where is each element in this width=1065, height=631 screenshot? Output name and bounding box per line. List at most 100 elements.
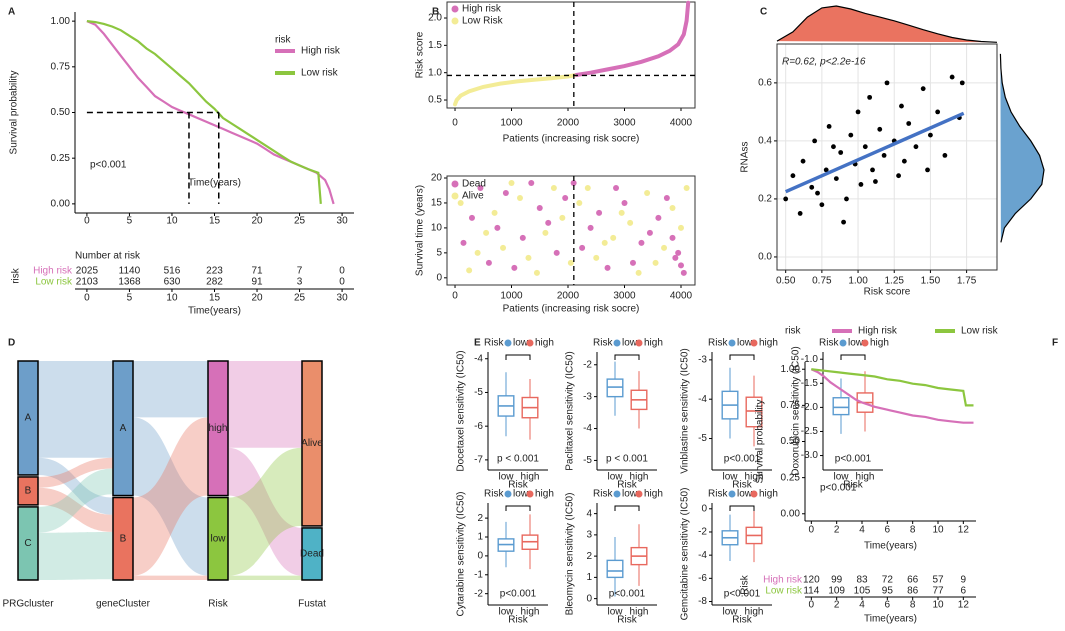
legend-swatch	[451, 17, 459, 25]
point	[477, 184, 484, 191]
table-tick-label: 8	[910, 600, 916, 611]
y-axis-label: Doxorubicin sensitivity (IC50)	[791, 346, 802, 476]
legend-label: low	[622, 338, 638, 349]
table-x-label: Time(years)	[188, 306, 241, 317]
point	[576, 199, 583, 206]
y-tick-label: 0.75	[781, 400, 801, 411]
x-axis-label: Patients (increasing risk socre)	[503, 134, 640, 145]
table-count: 77	[932, 586, 944, 597]
node-label: high	[209, 423, 228, 434]
node-label: low	[210, 533, 226, 544]
y-tick-label: 0	[701, 503, 707, 514]
x-axis-label: Risk	[732, 480, 752, 491]
point	[848, 132, 854, 138]
stage-label: Risk	[208, 599, 228, 610]
point	[838, 150, 844, 155]
panel-letter: F	[1052, 338, 1058, 349]
point	[675, 249, 682, 256]
annotation: p < 0.001	[497, 454, 539, 465]
x-tick-label: 1.00	[848, 276, 868, 287]
legend-title: risk	[785, 326, 802, 337]
node	[112, 360, 134, 497]
table-count: 120	[803, 575, 820, 586]
stage-label: geneCluster	[96, 599, 151, 610]
annotation: p<0.001	[90, 160, 127, 171]
point	[683, 184, 690, 191]
annotation: p<0.001	[609, 589, 646, 600]
x-tick-label: high	[521, 472, 540, 483]
point	[677, 224, 684, 231]
y-tick-label: 3	[586, 530, 592, 541]
x-tick-label: 1.75	[957, 276, 977, 287]
x-tick-label: 20	[251, 216, 263, 227]
legend-swatch	[635, 490, 643, 498]
node	[17, 506, 39, 581]
point	[584, 184, 591, 191]
flow	[133, 417, 208, 576]
y-tick-label: -5	[583, 455, 592, 466]
legend-label: low	[737, 489, 753, 500]
point	[567, 259, 574, 266]
y-tick-label: -4	[583, 423, 592, 434]
legend-swatch	[613, 490, 621, 498]
node-label: A	[120, 423, 127, 434]
y-tick-label: 0.6	[758, 78, 772, 89]
flow	[133, 417, 208, 576]
legend-swatch	[451, 5, 459, 13]
annotation: p<0.001	[724, 589, 761, 600]
point	[920, 86, 926, 92]
flow	[133, 575, 208, 580]
point	[508, 179, 515, 186]
x-tick-label: 0.50	[776, 276, 796, 287]
point	[949, 74, 955, 80]
box	[832, 397, 850, 416]
table-count: 114	[803, 586, 819, 597]
point	[661, 244, 668, 251]
x-tick-label: 12	[958, 525, 970, 536]
y-tick-label: -2.0	[801, 402, 819, 413]
risk-curve	[571, 0, 691, 78]
annotation: p<0.001	[500, 589, 537, 600]
legend-title: Risk	[708, 338, 728, 349]
y-tick-label: -2	[474, 588, 483, 599]
point	[870, 167, 875, 173]
table-tick-label: 15	[209, 293, 221, 304]
point	[621, 199, 628, 206]
point	[570, 179, 577, 186]
significance-bracket	[840, 354, 866, 360]
point	[841, 219, 846, 225]
table-title: Number at risk	[75, 251, 141, 262]
point	[474, 249, 481, 256]
point	[826, 123, 832, 129]
x-tick-label: 6	[885, 525, 891, 536]
point	[680, 269, 687, 276]
panel-letter: C	[760, 7, 767, 18]
point	[635, 269, 642, 276]
flow	[38, 457, 113, 488]
legend-swatch	[635, 339, 643, 347]
stage-label: Fustat	[298, 599, 326, 610]
x-tick-label: 0	[452, 291, 458, 302]
table-count: 109	[828, 586, 845, 597]
table-tick-label: 2	[834, 600, 840, 611]
point	[553, 249, 560, 256]
point	[812, 138, 818, 144]
y-tick-label: -5	[474, 387, 483, 398]
x-tick-label: 1000	[500, 118, 523, 129]
legend-swatch	[613, 339, 621, 347]
flow	[228, 575, 302, 580]
point	[519, 234, 526, 241]
point	[644, 189, 651, 196]
y-tick-label: 0.00	[51, 199, 71, 210]
flow	[38, 457, 113, 515]
y-tick-label: 0.4	[758, 136, 772, 147]
y-axis-label: Vinblastine sensitivity (IC50)	[680, 348, 691, 473]
y-axis-label: Survival time (years)	[415, 185, 426, 276]
point	[485, 259, 492, 266]
x-tick-label: 2000	[557, 118, 580, 129]
table-tick-label: 30	[337, 293, 349, 304]
flow	[38, 531, 113, 580]
x-axis-label: Patients (increasing risk socre)	[503, 304, 640, 315]
x-axis-label: Time(years)	[188, 178, 241, 189]
